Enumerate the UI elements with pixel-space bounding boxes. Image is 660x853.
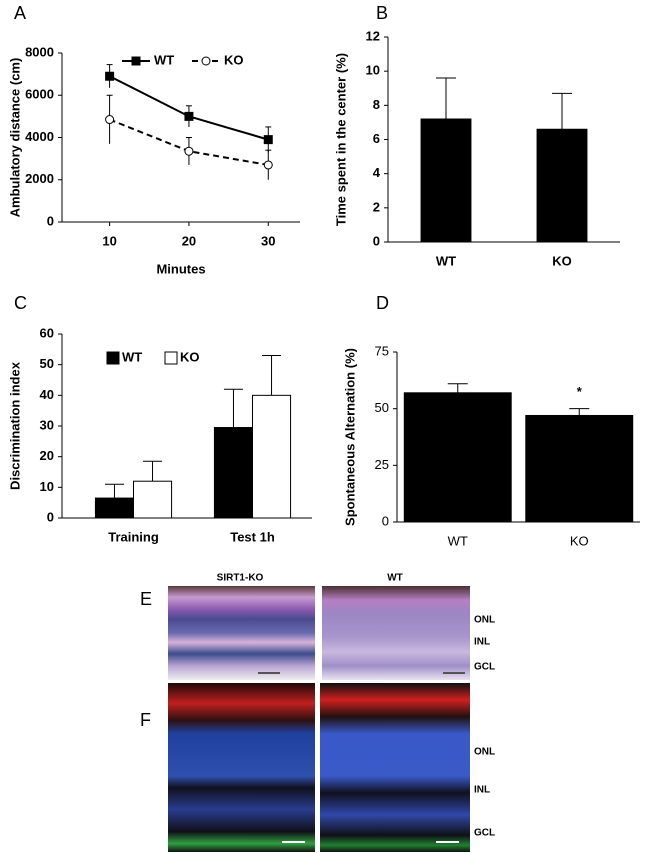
marker — [105, 71, 115, 81]
layer-label: GCL — [474, 662, 495, 673]
y-axis-label: Time spent in the center (%) — [333, 53, 348, 226]
fluorescence-image — [320, 683, 470, 852]
y-tick-label: 12 — [366, 28, 380, 43]
x-tick-label: 10 — [102, 233, 116, 248]
legend-label: WT — [122, 349, 142, 364]
y-tick-label: 50 — [375, 400, 389, 415]
x-tick-label: WT — [436, 253, 456, 268]
legend-label: KO — [180, 349, 200, 364]
x-tick-label: 30 — [261, 233, 275, 248]
histology-image — [322, 586, 470, 680]
x-tick-label: Training — [108, 529, 159, 544]
y-tick-label: 30 — [40, 417, 54, 432]
marker — [263, 160, 273, 170]
panel-f: F ONL INL GCL — [140, 683, 495, 852]
y-tick-label: 2 — [373, 199, 380, 214]
marker — [184, 111, 194, 121]
panel-letter: E — [140, 589, 152, 609]
bar — [133, 480, 173, 519]
panel-letter: B — [376, 3, 388, 23]
y-tick-label: 0 — [382, 513, 389, 528]
y-tick-label: 8000 — [25, 44, 54, 59]
y-axis-label: Spontaneous Alternation (%) — [342, 348, 357, 526]
image-title: WT — [387, 573, 403, 584]
annotation: * — [577, 384, 583, 399]
y-tick-label: 0 — [373, 233, 380, 248]
bar — [536, 128, 588, 243]
x-tick-label: WT — [448, 533, 468, 548]
bar — [252, 394, 292, 519]
y-tick-label: 40 — [40, 387, 54, 402]
histology-image — [168, 586, 315, 680]
y-tick-label: 10 — [40, 479, 54, 494]
y-tick-label: 4000 — [25, 129, 54, 144]
layer-label: GCL — [474, 828, 495, 839]
y-tick-label: 50 — [40, 356, 54, 371]
layer-label: ONL — [474, 615, 495, 626]
x-tick-label: KO — [552, 253, 572, 268]
legend-swatch — [164, 351, 178, 365]
panel-letter: A — [14, 3, 26, 23]
x-axis-label: Minutes — [156, 261, 205, 276]
marker — [184, 146, 194, 156]
y-tick-label: 0 — [47, 213, 54, 228]
legend-marker — [131, 56, 141, 66]
y-tick-label: 6000 — [25, 87, 54, 102]
panel-letter: F — [140, 710, 151, 730]
layer-label: INL — [474, 785, 490, 796]
y-axis-label: Ambulatory distance (cm) — [7, 58, 22, 218]
y-tick-label: 0 — [47, 509, 54, 524]
image-title: SIRT1-KO — [217, 573, 264, 584]
y-tick-label: 4 — [373, 165, 381, 180]
y-tick-label: 25 — [375, 457, 389, 472]
bar — [525, 414, 634, 523]
y-tick-label: 2000 — [25, 171, 54, 186]
marker — [263, 135, 273, 145]
layer-label: INL — [474, 637, 490, 648]
legend-label: WT — [154, 52, 174, 67]
panel-letter: C — [14, 293, 27, 313]
bar — [94, 497, 134, 519]
bar — [420, 118, 472, 243]
x-tick-label: KO — [570, 533, 589, 548]
y-tick-label: 10 — [366, 63, 380, 78]
marker — [105, 115, 115, 125]
y-tick-label: 6 — [373, 131, 380, 146]
y-tick-label: 75 — [375, 343, 389, 358]
y-axis-label: Discrimination index — [7, 361, 22, 490]
legend-label: KO — [224, 52, 244, 67]
panel-e: E SIRT1-KO WT ONL INL GCL — [140, 573, 495, 680]
legend-swatch — [106, 351, 120, 365]
bar — [403, 392, 512, 523]
x-tick-label: Test 1h — [230, 529, 275, 544]
panel-letter: D — [376, 293, 389, 313]
legend-marker — [201, 56, 211, 66]
x-tick-label: 20 — [182, 233, 196, 248]
layer-label: ONL — [474, 747, 495, 758]
bar — [213, 427, 253, 519]
y-tick-label: 20 — [40, 448, 54, 463]
y-tick-label: 60 — [40, 325, 54, 340]
y-tick-label: 8 — [373, 97, 380, 112]
fluorescence-image — [168, 683, 315, 852]
